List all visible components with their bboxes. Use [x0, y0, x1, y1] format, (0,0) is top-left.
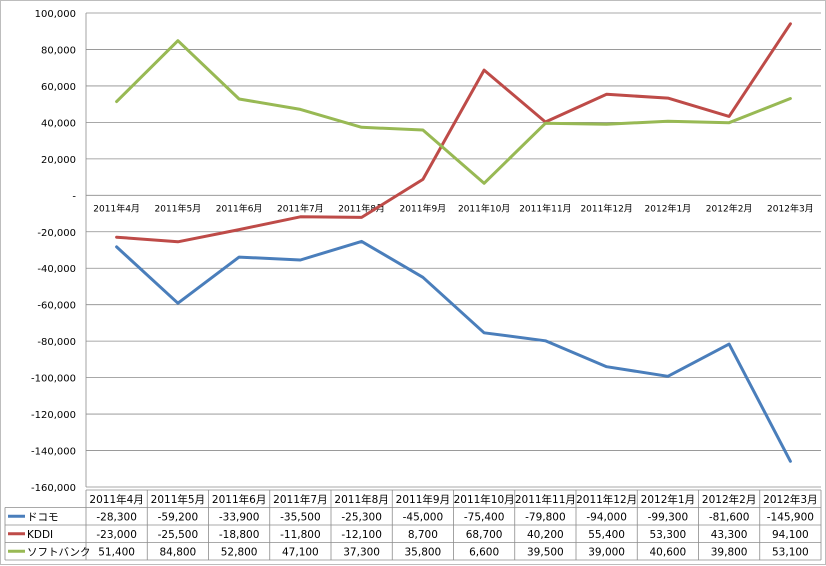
x-tick-label: 2011年4月: [93, 202, 140, 214]
table-value-cell: -25,300: [341, 512, 382, 524]
data-table: 2011年4月 2011年5月 2011年6月 2011年7月 2011年8月 2011年…: [4, 489, 822, 561]
x-tick-label: 2012年2月: [706, 202, 753, 214]
table-header-cell: 2012年1月: [641, 493, 695, 506]
table-value-cell: 40,200: [527, 529, 564, 541]
table-value-cell: -11,800: [280, 529, 321, 541]
table-value-cell: -145,900: [767, 512, 814, 524]
x-tick-label: 2011年12月: [580, 202, 632, 214]
x-tick-label: 2011年6月: [216, 202, 263, 214]
legend-label: ドコモ: [27, 512, 59, 524]
table-header-cell: 2011年12月: [576, 493, 637, 506]
table-value-cell: -59,200: [158, 512, 199, 524]
table-value-cell: 8,700: [408, 529, 438, 541]
series-line-KDDI: [115, 22, 792, 244]
table-value-cell: 39,500: [527, 547, 564, 559]
legend-label: ソフトバンク: [27, 547, 91, 559]
series-line-ドコモ: [115, 239, 792, 463]
series-lines: [115, 22, 792, 463]
x-tick-label: 2011年7月: [277, 202, 324, 214]
y-tick-label: 60,000: [41, 82, 76, 93]
y-tick-label: 100,000: [35, 9, 76, 20]
y-tick-label: -20,000: [37, 228, 76, 239]
y-tick-label: 20,000: [41, 155, 76, 166]
table-value-cell: 55,400: [588, 529, 625, 541]
table-header-cell: 2011年5月: [151, 493, 205, 506]
table-value-cell: 53,100: [772, 547, 809, 559]
table-value-cell: -45,000: [403, 512, 444, 524]
y-tick-label: -100,000: [31, 374, 76, 385]
table-header-cell: 2011年6月: [212, 493, 266, 506]
table-value-cell: -79,800: [525, 512, 566, 524]
y-tick-label: -60,000: [37, 301, 76, 312]
x-tick-label: 2011年11月: [519, 202, 571, 214]
table-value-cell: 39,000: [588, 547, 625, 559]
y-tick-label: -40,000: [37, 264, 76, 275]
table-header-cell: 2011年10月: [454, 493, 515, 506]
table-value-cell: 37,300: [343, 547, 380, 559]
x-tick-label: 2011年9月: [400, 202, 447, 214]
table-value-cell: 35,800: [405, 547, 442, 559]
x-tick-label: 2012年1月: [645, 202, 692, 214]
legend-label: KDDI: [27, 529, 53, 541]
table-value-cell: 40,600: [650, 547, 687, 559]
table-header-cell: 2011年8月: [334, 493, 388, 506]
table-value-cell: -33,900: [219, 512, 260, 524]
y-tick-label: -: [72, 191, 76, 202]
table-header-cell: 2012年3月: [763, 493, 817, 506]
y-tick-label: -120,000: [31, 410, 76, 421]
table-value-cell: 51,400: [98, 547, 135, 559]
y-tick-label: -160,000: [31, 483, 76, 494]
table-header-cell: 2011年4月: [89, 493, 143, 506]
table-value-cell: -75,400: [464, 512, 505, 524]
table-header-cell: 2011年7月: [273, 493, 327, 506]
table-value-cell: 68,700: [466, 529, 503, 541]
x-axis: 2011年4月 2011年5月 2011年6月 2011年7月 2011年8月 2011年…: [93, 202, 813, 214]
table-value-cell: -35,500: [280, 512, 321, 524]
table-value-cell: 47,100: [282, 547, 319, 559]
x-tick-label: 2011年5月: [155, 202, 202, 214]
gridlines: [86, 12, 821, 488]
table-value-cell: 39,800: [711, 547, 748, 559]
y-tick-label: 80,000: [41, 45, 76, 56]
table-value-cell: -18,800: [219, 529, 260, 541]
table-value-cell: 84,800: [160, 547, 197, 559]
table-value-cell: 6,600: [469, 547, 499, 559]
x-tick-label: 2011年10月: [458, 202, 510, 214]
table-header-cell: 2011年9月: [396, 493, 450, 506]
y-tick-label: -80,000: [37, 337, 76, 348]
y-tick-label: 40,000: [41, 118, 76, 129]
table-value-cell: -99,300: [648, 512, 689, 524]
table-value-cell: 52,800: [221, 547, 258, 559]
table-value-cell: -94,000: [586, 512, 627, 524]
table-header-cell: 2012年2月: [702, 493, 756, 506]
table-value-cell: 94,100: [772, 529, 809, 541]
table-value-cell: -12,100: [341, 529, 382, 541]
y-axis: 100,000 80,000 60,000 40,000 20,000 - -20,000 -…: [31, 9, 87, 494]
x-tick-label: 2012年3月: [767, 202, 814, 214]
table-value-cell: 43,300: [711, 529, 748, 541]
y-tick-label: -140,000: [31, 447, 76, 458]
table-value-cell: -23,000: [96, 529, 137, 541]
table-header-cell: 2011年11月: [515, 493, 576, 506]
series-line-ソフトバンク: [115, 39, 792, 185]
table-value-cell: -28,300: [96, 512, 137, 524]
table-value-cell: -81,600: [709, 512, 750, 524]
table-value-cell: -25,500: [158, 529, 199, 541]
table-value-cell: 53,300: [650, 529, 687, 541]
